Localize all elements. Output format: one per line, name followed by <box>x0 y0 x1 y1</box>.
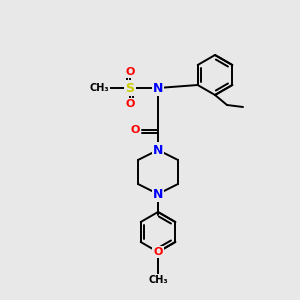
Text: O: O <box>153 247 163 257</box>
Text: CH₃: CH₃ <box>148 275 168 285</box>
Text: N: N <box>153 82 163 94</box>
Text: S: S <box>125 82 134 94</box>
Text: N: N <box>153 188 163 200</box>
Text: O: O <box>125 67 135 77</box>
Text: CH₃: CH₃ <box>89 83 109 93</box>
Text: N: N <box>153 143 163 157</box>
Text: O: O <box>130 125 140 135</box>
Text: O: O <box>125 99 135 109</box>
